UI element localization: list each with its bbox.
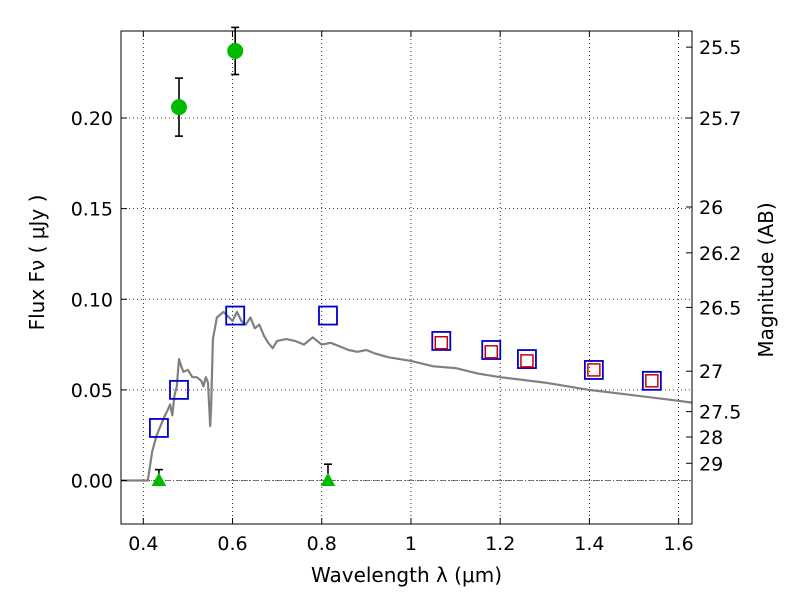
sed-curve-line xyxy=(121,310,693,482)
mag-tick-label: 27.5 xyxy=(699,402,741,424)
mag-tick-label: 26.2 xyxy=(699,243,741,265)
y-tick-label: 0.20 xyxy=(71,108,113,130)
x-tick-label: 1.4 xyxy=(574,533,604,555)
y-tick-label: 0.05 xyxy=(71,380,113,402)
x-tick-label: 0.8 xyxy=(307,533,337,555)
y-tick-label: 0.15 xyxy=(71,199,113,221)
model-photometry-point xyxy=(318,305,338,326)
plot-frame xyxy=(120,30,693,525)
model-photometry-point xyxy=(481,340,502,360)
mag-tick-label: 27 xyxy=(699,361,723,383)
mag-tick-label: 29 xyxy=(699,453,723,475)
data-markers xyxy=(149,26,662,486)
axis-ticks: 0.4 0.6 0.8 1 1.2 1.4 1.6 0.00 0.05 0.10 0.15 0.20 2… xyxy=(71,31,741,555)
observed-nir-point xyxy=(484,345,499,359)
detection-point xyxy=(227,42,244,59)
observed-nir-point xyxy=(645,374,659,388)
detection-point xyxy=(170,99,187,116)
observed-nir-point xyxy=(520,354,534,368)
mag-tick-label: 25.7 xyxy=(699,108,741,130)
x-tick-label: 1 xyxy=(405,533,417,555)
model-photometry-point xyxy=(583,360,604,380)
model-photometry-point xyxy=(149,418,169,438)
upper-limit-point xyxy=(320,472,336,486)
x-tick-label: 0.6 xyxy=(217,533,247,555)
upper-limit-point xyxy=(151,472,167,486)
x-axis-title: Wavelength λ (μm) xyxy=(311,563,502,587)
model-photometry-point xyxy=(431,331,452,351)
x-tick-label: 1.6 xyxy=(664,533,694,555)
y-axis-title: Flux Fν ( μJy ) xyxy=(25,195,49,331)
observed-nir-point xyxy=(434,336,449,350)
right-axis-title: Magnitude (AB) xyxy=(754,202,778,357)
y-tick-label: 0.00 xyxy=(71,471,113,493)
model-photometry-point xyxy=(169,379,189,400)
mag-tick-label: 26 xyxy=(699,197,723,219)
x-tick-label: 1.2 xyxy=(485,533,515,555)
mag-tick-label: 28 xyxy=(699,427,723,449)
mag-tick-label: 25.5 xyxy=(699,37,741,59)
model-sed-curve xyxy=(121,310,693,482)
model-photometry-point xyxy=(517,349,537,369)
y-tick-label: 0.10 xyxy=(71,289,113,311)
model-photometry-point xyxy=(225,305,246,326)
grid xyxy=(121,31,692,524)
x-tick-label: 0.4 xyxy=(128,533,158,555)
model-photometry-point xyxy=(641,370,662,391)
observed-nir-point xyxy=(587,363,601,377)
mag-tick-label: 26.5 xyxy=(699,297,741,319)
